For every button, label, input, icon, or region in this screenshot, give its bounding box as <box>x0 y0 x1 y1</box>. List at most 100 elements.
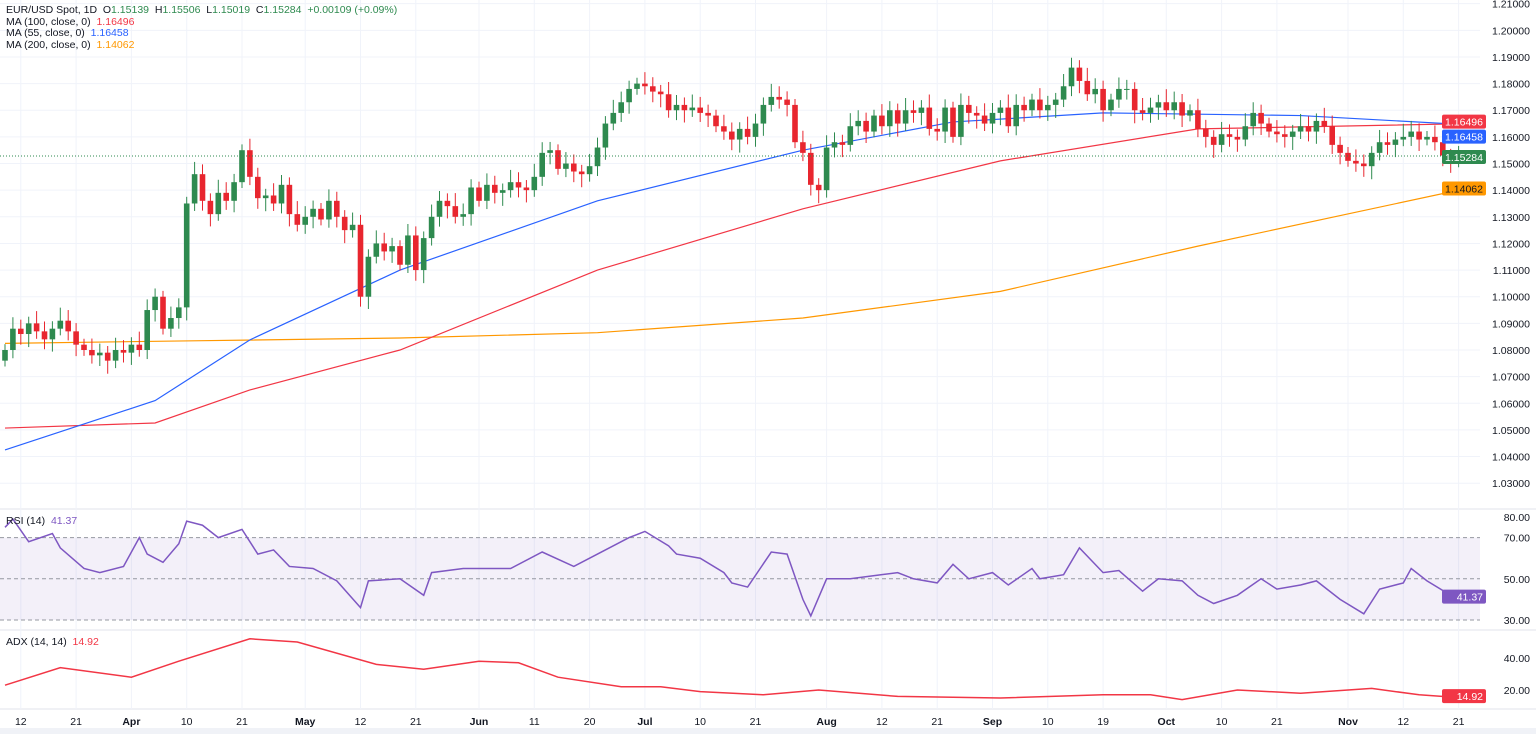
candle-body <box>10 328 16 350</box>
candle-body <box>571 163 577 172</box>
rsi-tick-label: 30.00 <box>1504 615 1530 627</box>
x-tick-label: Oct <box>1158 716 1176 728</box>
candle-body <box>1155 102 1162 108</box>
candle-body <box>73 331 79 345</box>
rsi-line <box>4 517 1467 618</box>
x-tick-label: 11 <box>529 716 540 728</box>
x-tick-label: 19 <box>1097 716 1109 728</box>
candle-body <box>1353 160 1359 164</box>
x-tick-label: 20 <box>584 716 596 728</box>
x-tick-label: 12 <box>1397 716 1409 728</box>
candle-body <box>65 320 71 332</box>
candle-body <box>1345 152 1351 161</box>
candle-body <box>642 83 648 87</box>
candle-body <box>1226 134 1233 137</box>
adx-legend[interactable]: ADX (14, 14) 14.92 <box>6 636 99 648</box>
candle-body <box>689 107 696 111</box>
rsi-legend[interactable]: RSI (14) 41.37 <box>6 515 78 527</box>
candle-body <box>934 128 940 132</box>
candle-body <box>81 344 87 350</box>
candle-body <box>744 128 751 137</box>
price-tick-label: 1.07000 <box>1492 372 1530 384</box>
candle-body <box>499 190 506 193</box>
candle-body <box>420 238 427 271</box>
candle-body <box>1297 126 1304 132</box>
candle-body <box>887 110 893 127</box>
chart-legend: EUR/USD Spot, 1D O1.15139 H1.15506 L1.15… <box>6 4 398 51</box>
rsi-band-background <box>0 537 1480 620</box>
candle-body <box>1203 128 1209 137</box>
candle-body <box>1179 102 1185 116</box>
price-tick-label: 1.16000 <box>1492 132 1530 144</box>
candle-body <box>1432 136 1438 143</box>
candle-body <box>484 184 490 201</box>
candle-body <box>1037 99 1043 111</box>
candle-body <box>1171 102 1177 111</box>
ma55-price-tag-text: 1.16458 <box>1445 132 1483 144</box>
price-tick-label: 1.06000 <box>1492 398 1530 410</box>
candle-body <box>1416 131 1422 140</box>
candle-body <box>855 120 861 127</box>
ma100-legend[interactable]: MA (100, close, 0) 1.16496 <box>6 15 135 28</box>
adx-value-tag <box>1442 689 1486 704</box>
candle-body <box>1400 136 1407 140</box>
x-tick-label: 21 <box>1453 716 1465 728</box>
candle-body <box>586 166 593 175</box>
ma55-legend[interactable]: MA (55, close, 0) 1.16458 <box>6 27 129 39</box>
candle-body <box>815 184 822 191</box>
candle-body <box>847 126 854 145</box>
last-price-tag-text: 1.15284 <box>1445 152 1483 164</box>
price-tick-label: 1.21000 <box>1492 0 1530 11</box>
price-tick-label: 1.17000 <box>1492 105 1530 117</box>
candle-body <box>918 107 925 113</box>
ma200-legend[interactable]: MA (200, close, 0) 1.14062 <box>6 38 135 51</box>
adx-tick-label: 40.00 <box>1504 653 1530 665</box>
ma200-price-tag <box>1442 181 1486 196</box>
candle-body <box>1092 88 1098 95</box>
candle-body <box>152 296 158 311</box>
candle-body <box>1195 110 1201 129</box>
candle-body <box>452 206 459 217</box>
candle-body <box>41 331 48 340</box>
candle-body <box>1274 131 1280 135</box>
candle-body <box>547 150 553 153</box>
price-tick-label: 1.08000 <box>1492 345 1530 357</box>
candle-body <box>1147 107 1154 113</box>
adx-value-tag-text: 14.92 <box>1457 691 1483 703</box>
candle-body <box>1021 104 1027 111</box>
candle-body <box>507 182 514 191</box>
candle-body <box>302 216 308 225</box>
candle-body <box>223 192 229 201</box>
candle-body <box>413 235 419 271</box>
candle-body <box>176 307 182 319</box>
candle-body <box>357 224 364 297</box>
candle-body <box>531 176 538 191</box>
candle-body <box>800 142 806 153</box>
candle-body <box>1234 136 1241 140</box>
candle-body <box>89 350 95 356</box>
candle-body <box>278 184 285 204</box>
x-tick-label: 12 <box>15 716 27 728</box>
candle-body <box>476 187 482 201</box>
ma100-line <box>4 123 1467 429</box>
candle-body <box>966 104 972 113</box>
candle-body <box>365 256 372 297</box>
rsi-tick-label: 80.00 <box>1504 512 1530 524</box>
candle-body <box>1408 131 1414 137</box>
candle-body <box>618 102 624 113</box>
candle-body <box>831 142 838 148</box>
candle-body <box>191 174 198 204</box>
candle-body <box>1084 80 1091 95</box>
candle-body <box>247 150 253 177</box>
candle-body <box>270 195 277 204</box>
x-tick-label: 21 <box>70 716 82 728</box>
change-value: +0.00109 (+0.09%) <box>307 4 398 16</box>
candle-body <box>1131 88 1138 111</box>
x-tick-label: 10 <box>694 716 706 728</box>
candle-body <box>1282 134 1288 137</box>
candle-body <box>902 110 909 124</box>
candle-body <box>768 96 775 105</box>
symbol-name[interactable]: EUR/USD Spot, 1D <box>6 4 98 16</box>
candle-body <box>910 110 917 113</box>
